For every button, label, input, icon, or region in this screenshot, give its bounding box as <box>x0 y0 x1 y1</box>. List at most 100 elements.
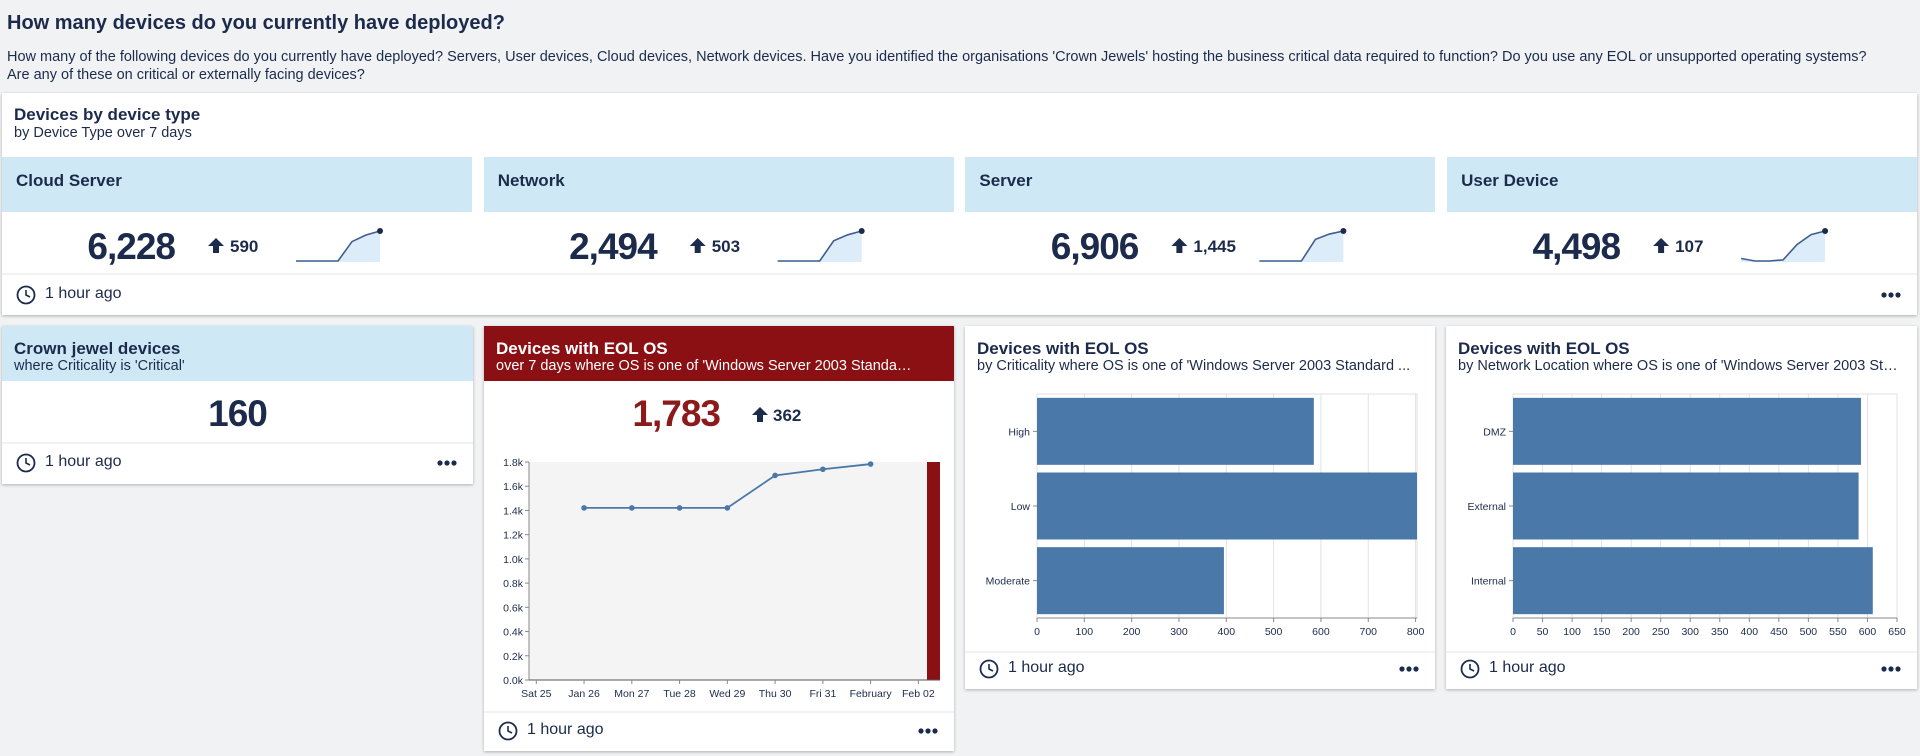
x-tick-label: 550 <box>1829 626 1847 638</box>
tile-delta: 1,445 <box>1193 237 1236 256</box>
panel-subtitle: by Network Location where OS is one of '… <box>1458 358 1898 374</box>
x-tick-label: 800 <box>1407 626 1425 638</box>
clock-icon <box>16 453 36 473</box>
panel-header <box>2 326 473 381</box>
x-tick-label: Feb 02 <box>902 688 935 700</box>
trend-point <box>724 505 731 511</box>
x-tick-label: 50 <box>1537 626 1549 638</box>
x-tick-label: February <box>850 688 893 700</box>
tile-header <box>483 157 954 212</box>
menu-dot <box>1881 666 1887 672</box>
tile-label: Network <box>497 171 565 190</box>
y-tick-label: 0.2k <box>503 651 524 663</box>
menu-dot <box>1413 666 1419 672</box>
y-tick-label: 0.0k <box>503 675 524 687</box>
panel-header <box>484 326 954 381</box>
trend-point <box>676 505 683 511</box>
trend-point <box>820 466 826 473</box>
x-tick-label: 300 <box>1681 626 1699 638</box>
up-arrow <box>1653 238 1670 253</box>
x-tick-label: 100 <box>1076 626 1094 638</box>
x-tick-label: Thu 30 <box>759 688 792 700</box>
clock-hands <box>1469 664 1475 672</box>
x-tick-label: Wed 29 <box>709 688 745 700</box>
menu-dot <box>1895 292 1901 298</box>
panel-title: Devices by device type <box>14 105 201 124</box>
y-tick-label: 0.4k <box>503 627 524 639</box>
y-tick-label: 1.8k <box>503 457 524 469</box>
panel-title: Devices with EOL OS <box>977 339 1149 358</box>
y-tick-label: DMZ <box>1483 426 1506 438</box>
y-tick-label: 1.2k <box>503 530 524 542</box>
clock-icon <box>16 285 36 305</box>
more-menu[interactable] <box>1881 666 1901 672</box>
up-arrow <box>1171 238 1188 253</box>
page-title: How many devices do you currently have d… <box>7 12 505 34</box>
x-tick-label: 150 <box>1593 626 1611 638</box>
x-tick-label: 400 <box>1218 626 1236 638</box>
y-tick-label: 1.0k <box>503 554 524 566</box>
tile-value: 6,906 <box>1050 226 1140 267</box>
trend-point <box>581 505 587 511</box>
menu-dot <box>1888 292 1894 298</box>
tile-label: Server <box>979 171 1033 190</box>
sparkline-end <box>377 228 383 234</box>
trend-point <box>867 461 874 467</box>
footer-text: 1 hour ago <box>45 453 122 470</box>
x-tick-label: Fri 31 <box>809 688 836 700</box>
x-tick-label: Tue 28 <box>663 688 695 700</box>
tile-delta: 107 <box>1675 237 1704 256</box>
x-tick-label: 600 <box>1312 626 1330 638</box>
x-tick-label: 500 <box>1265 626 1283 638</box>
panel-subtitle: where Criticality is 'Critical' <box>14 358 185 374</box>
tile-value: 2,494 <box>569 226 658 267</box>
kpi-value: 1,783 <box>632 393 721 434</box>
tile-value: 6,228 <box>87 226 176 267</box>
footer-text: 1 hour ago <box>45 285 122 302</box>
menu-dot <box>1881 292 1887 298</box>
y-tick-label: External <box>1467 501 1506 513</box>
y-tick-label: Moderate <box>986 576 1031 588</box>
sparkline-end <box>1340 228 1347 234</box>
panel-subtitle: by Criticality where OS is one of 'Windo… <box>977 358 1411 374</box>
panel-subtitle: over 7 days where OS is one of 'Windows … <box>496 358 912 374</box>
tile-value: 4,498 <box>1532 226 1622 267</box>
menu-dot <box>1406 666 1412 672</box>
tile-header <box>2 157 472 212</box>
x-tick-label: 250 <box>1652 626 1670 638</box>
y-tick-label: Low <box>1011 501 1031 513</box>
clock-hands <box>25 458 31 466</box>
menu-dot <box>437 460 443 466</box>
y-tick-label: 1.4k <box>503 505 524 517</box>
sparkline-end <box>858 228 865 234</box>
more-menu[interactable] <box>1399 666 1419 672</box>
more-menu[interactable] <box>437 460 457 466</box>
clock-hands <box>25 290 31 298</box>
up-arrow <box>208 238 224 253</box>
x-tick-label: 700 <box>1359 626 1377 638</box>
x-tick-label: 600 <box>1859 626 1877 638</box>
x-tick-label: 350 <box>1711 626 1729 638</box>
trend-point <box>629 505 635 511</box>
menu-dot <box>451 460 457 466</box>
y-tick-label: Internal <box>1471 576 1506 588</box>
x-tick-label: Jan 26 <box>568 688 600 700</box>
sparkline-area <box>1259 231 1344 262</box>
x-tick-label: Sat 25 <box>521 688 552 700</box>
sparkline-area <box>1741 231 1826 262</box>
tile-header <box>965 157 1436 212</box>
tile-label: User Device <box>1461 171 1559 190</box>
sparkline <box>296 230 381 262</box>
tile-label: Cloud Server <box>16 171 122 190</box>
more-menu[interactable] <box>918 728 938 734</box>
more-menu[interactable] <box>1881 292 1901 298</box>
sparkline <box>777 230 862 262</box>
clock-hands <box>988 664 994 672</box>
menu-dot <box>1895 666 1901 672</box>
x-tick-label: 450 <box>1770 626 1788 638</box>
x-tick-label: 650 <box>1888 626 1906 638</box>
tile-delta: 590 <box>230 237 259 256</box>
kpi-delta: 362 <box>773 406 802 425</box>
footer-text: 1 hour ago <box>1008 659 1085 676</box>
